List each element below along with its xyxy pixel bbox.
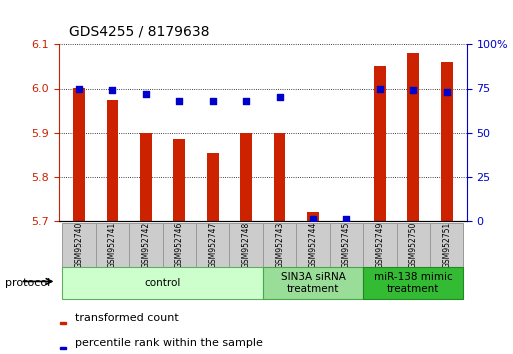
Text: miR-138 mimic
treatment: miR-138 mimic treatment: [374, 272, 452, 294]
Point: [409, 87, 418, 93]
Text: GSM952743: GSM952743: [275, 222, 284, 268]
Text: percentile rank within the sample: percentile rank within the sample: [75, 338, 263, 348]
FancyBboxPatch shape: [363, 267, 463, 299]
FancyBboxPatch shape: [63, 223, 96, 267]
Text: GDS4255 / 8179638: GDS4255 / 8179638: [69, 25, 210, 39]
FancyBboxPatch shape: [129, 223, 163, 267]
Text: GSM952740: GSM952740: [74, 222, 84, 268]
Bar: [107, 99, 119, 221]
FancyBboxPatch shape: [330, 223, 363, 267]
Bar: [73, 88, 85, 221]
Point: [443, 89, 451, 95]
Text: SIN3A siRNA
treatment: SIN3A siRNA treatment: [281, 272, 345, 294]
Text: GSM952747: GSM952747: [208, 222, 218, 268]
Text: GSM952744: GSM952744: [308, 222, 318, 268]
Bar: [274, 133, 285, 221]
Point: [342, 217, 350, 222]
Text: GSM952749: GSM952749: [376, 222, 384, 268]
Point: [376, 86, 384, 91]
Text: GSM952750: GSM952750: [409, 222, 418, 268]
Point: [209, 98, 217, 104]
Point: [242, 98, 250, 104]
Bar: [207, 153, 219, 221]
Bar: [307, 212, 319, 221]
FancyBboxPatch shape: [263, 223, 297, 267]
Text: GSM952742: GSM952742: [142, 222, 150, 268]
Point: [108, 87, 116, 93]
FancyBboxPatch shape: [397, 223, 430, 267]
Point: [142, 91, 150, 97]
Point: [175, 98, 184, 104]
Text: transformed count: transformed count: [75, 313, 179, 323]
Bar: [61, 322, 66, 324]
Text: GSM952746: GSM952746: [175, 222, 184, 268]
FancyBboxPatch shape: [363, 223, 397, 267]
Text: GSM952748: GSM952748: [242, 222, 251, 268]
FancyBboxPatch shape: [430, 223, 463, 267]
Text: control: control: [145, 278, 181, 288]
FancyBboxPatch shape: [229, 223, 263, 267]
Text: protocol: protocol: [5, 278, 50, 288]
Point: [275, 95, 284, 100]
FancyBboxPatch shape: [63, 267, 263, 299]
Bar: [140, 133, 152, 221]
FancyBboxPatch shape: [163, 223, 196, 267]
Bar: [241, 133, 252, 221]
Bar: [173, 139, 185, 221]
Point: [309, 217, 317, 222]
FancyBboxPatch shape: [263, 267, 363, 299]
Bar: [61, 347, 66, 349]
Bar: [407, 53, 419, 221]
Text: GSM952745: GSM952745: [342, 222, 351, 268]
Bar: [441, 62, 452, 221]
FancyBboxPatch shape: [196, 223, 229, 267]
Text: GSM952751: GSM952751: [442, 222, 451, 268]
Bar: [374, 66, 386, 221]
Text: GSM952741: GSM952741: [108, 222, 117, 268]
Point: [75, 86, 83, 91]
FancyBboxPatch shape: [297, 223, 330, 267]
FancyBboxPatch shape: [96, 223, 129, 267]
